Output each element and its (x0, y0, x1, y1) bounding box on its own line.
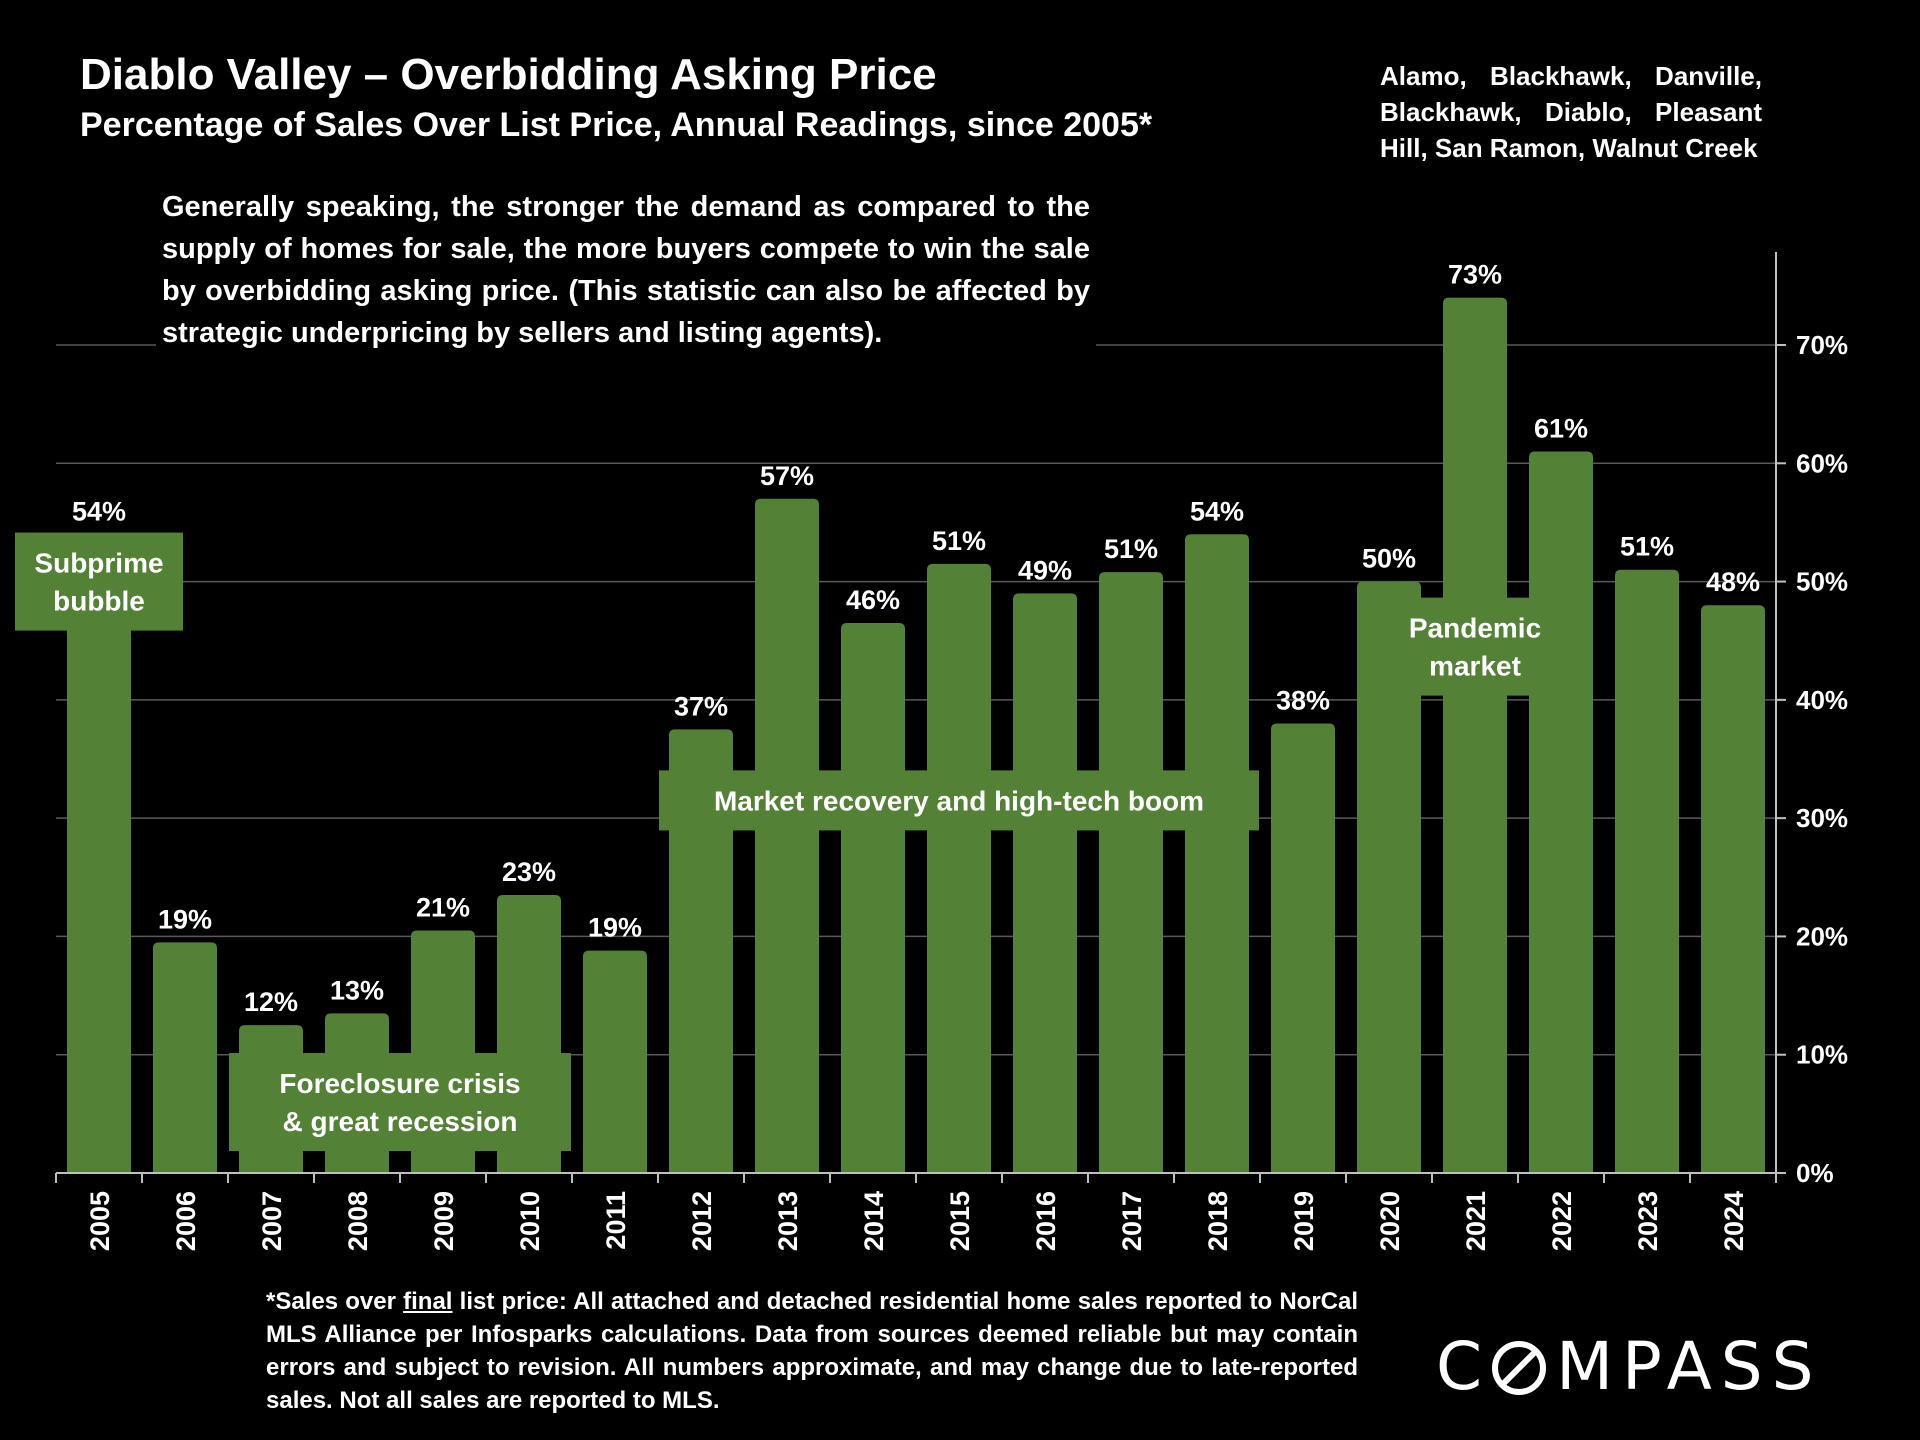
x-tick-label: 2012 (687, 1191, 717, 1251)
annotation: Market recovery and high-tech boom (659, 770, 1259, 831)
y-tick-label: 60% (1796, 448, 1848, 478)
data-label: 48% (1706, 567, 1760, 597)
data-label: 54% (1190, 496, 1244, 526)
x-tick-label: 2007 (257, 1191, 287, 1251)
annotation-box (659, 770, 1259, 831)
chart-title: Diablo Valley – Overbidding Asking Price (80, 50, 937, 99)
x-tick-label: 2011 (601, 1191, 631, 1250)
annotation: Foreclosure crisis & great recession (229, 1053, 571, 1152)
x-tick-label: 2020 (1375, 1191, 1405, 1251)
data-label: 12% (244, 987, 298, 1017)
bar (1529, 451, 1593, 1173)
x-tick-label: 2023 (1633, 1191, 1663, 1251)
y-tick-label: 10% (1796, 1040, 1848, 1070)
data-label: 54% (72, 496, 126, 526)
x-tick-label: 2024 (1719, 1191, 1749, 1251)
y-tick-label: 50% (1796, 567, 1848, 597)
data-label: 21% (416, 893, 470, 923)
annotation-label: market (1429, 651, 1521, 682)
y-tick-label: 30% (1796, 803, 1848, 833)
bar (755, 498, 819, 1173)
annotation-label: Foreclosure crisis (279, 1068, 520, 1099)
bar (669, 729, 733, 1173)
chart-subtitle: Percentage of Sales Over List Price, Ann… (80, 106, 1153, 144)
footnote-underlined: final (403, 1288, 453, 1315)
footnote: *Sales over final list price: All attach… (266, 1285, 1358, 1417)
footnote-prefix: *Sales over (266, 1288, 404, 1315)
x-tick-label: 2013 (773, 1191, 803, 1251)
bar (1013, 593, 1077, 1173)
x-tick-label: 2022 (1547, 1191, 1577, 1251)
annotation-label: Pandemic (1409, 613, 1541, 644)
x-tick-label: 2018 (1203, 1191, 1233, 1251)
bar (841, 622, 905, 1173)
bars (67, 297, 1765, 1174)
bar (1099, 572, 1163, 1173)
annotation-box (1391, 597, 1559, 696)
bar (927, 563, 991, 1173)
annotation-box (229, 1053, 571, 1152)
y-tick-label: 40% (1796, 685, 1848, 715)
bar (1185, 534, 1249, 1173)
compass-logo-o-icon (1492, 1341, 1547, 1395)
x-tick-label: 2019 (1289, 1191, 1319, 1251)
annotation-label: Market recovery and high-tech boom (714, 785, 1204, 816)
data-label: 51% (1104, 534, 1158, 564)
x-tick-label: 2006 (171, 1191, 201, 1251)
data-label: 38% (1276, 686, 1330, 716)
data-label: 13% (330, 975, 384, 1005)
x-tick-label: 2008 (343, 1191, 373, 1251)
axes: 0% 10% 20% 30% 40% 50% 60% 70% 2005 2006 2007 2008 2… (55, 252, 1848, 1251)
x-tick-label: 2015 (945, 1191, 975, 1251)
annotation-label: bubble (53, 586, 145, 617)
x-tick-label: 2010 (515, 1191, 545, 1251)
data-label: 23% (502, 857, 556, 887)
data-label: 46% (846, 585, 900, 615)
bar (1701, 605, 1765, 1173)
bar (1357, 581, 1421, 1173)
x-tick-label: 2014 (859, 1191, 889, 1251)
chart-description: Generally speaking, the stronger the dem… (156, 186, 1096, 358)
data-label: 19% (588, 913, 642, 943)
data-label: 50% (1362, 544, 1416, 574)
bar (1271, 723, 1335, 1173)
logo-text-start: C (1436, 1328, 1492, 1405)
x-tick-label: 2017 (1117, 1191, 1147, 1251)
gridlines (56, 344, 1776, 1056)
data-label: 19% (158, 904, 212, 934)
annotation-label: Subprime (34, 548, 163, 579)
data-label: 51% (932, 526, 986, 556)
data-label: 61% (1534, 413, 1588, 443)
annotation: Pandemic market (1391, 597, 1559, 696)
annotations: Subprime bubble Foreclosure crisis & great … (15, 532, 1559, 1152)
region-list: Alamo, Blackhawk, Danville, Blackhawk, D… (1380, 61, 1762, 163)
annotation-box (15, 532, 183, 631)
data-labels: 54% 19% 12% 13% 21% 23% 19% 37% 57% 46% 51% 49% 51% 5… (72, 260, 1760, 1017)
logo-text-end: MPASS (1556, 1328, 1823, 1405)
data-label: 57% (760, 461, 814, 491)
data-label: 73% (1448, 260, 1502, 290)
bar (153, 942, 217, 1173)
bar (583, 950, 647, 1173)
bar (1615, 569, 1679, 1173)
data-label: 37% (674, 691, 728, 721)
footnote-rest: list price: All attached and detached re… (266, 1288, 1358, 1414)
y-tick-label: 20% (1796, 921, 1848, 951)
y-tick-label: 0% (1796, 1158, 1834, 1188)
annotation: Subprime bubble (15, 532, 183, 631)
data-label: 51% (1620, 532, 1674, 562)
annotation-label: & great recession (283, 1106, 518, 1137)
x-tick-label: 2009 (429, 1191, 459, 1251)
bar (1443, 297, 1507, 1174)
x-tick-label: 2016 (1031, 1191, 1061, 1251)
bar (67, 534, 131, 1173)
data-label: 49% (1018, 555, 1072, 585)
x-tick-label: 2021 (1461, 1191, 1491, 1251)
y-tick-label: 70% (1796, 330, 1848, 360)
x-tick-label: 2005 (85, 1191, 115, 1251)
compass-logo: C MPASS (1436, 1328, 1823, 1405)
